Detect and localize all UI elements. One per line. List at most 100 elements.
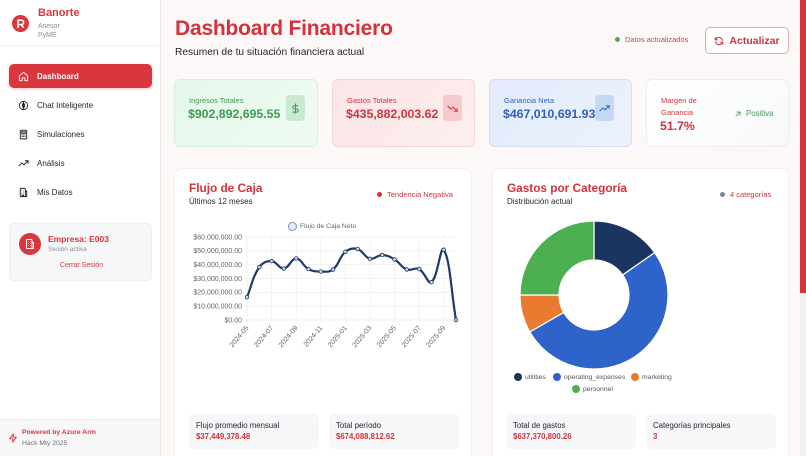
scrollbar[interactable] <box>800 0 806 456</box>
total-expenses-label: Total de gastos <box>513 421 566 430</box>
sidebar-item-analisis[interactable]: Análisis <box>9 151 152 175</box>
total-period-value: $674,088,812.62 <box>336 432 395 441</box>
brand-segment: PyME <box>38 32 57 39</box>
legend-swatch-icon <box>572 385 580 393</box>
positive-badge: Positiva <box>734 109 773 118</box>
sidebar-item-dashboard[interactable]: Dashboard <box>9 64 152 88</box>
legend-swatch-icon <box>514 373 522 381</box>
page-subtitle: Resumen de tu situación financiera actua… <box>175 47 365 58</box>
sidebar-item-label: Simulaciones <box>37 129 85 139</box>
data-status: Datos actualizados <box>615 35 688 44</box>
avg-flow-box: Flujo promedio mensual $37,449,378.48 <box>189 414 319 449</box>
card-title: Gastos por Categoría <box>507 181 627 195</box>
svg-text:2025-05: 2025-05 <box>376 325 398 349</box>
cashflow-line-chart: $0.00 $10,000,000.00 $20,000,000.00 $30,000… <box>193 234 459 349</box>
banorte-logo-icon <box>12 15 29 32</box>
main-categories-value: 3 <box>653 432 658 441</box>
stat-value: $467,010,691.93 <box>503 107 596 121</box>
company-name: Empresa: E003 <box>48 234 109 244</box>
svg-text:2024-11: 2024-11 <box>303 325 325 349</box>
svg-text:$60,000,000.00: $60,000,000.00 <box>193 234 242 241</box>
total-expenses-box: Total de gastos $637,370,800.26 <box>506 414 636 449</box>
sidebar-item-label: Análisis <box>37 158 65 168</box>
company-card: Empresa: E003 Sesión activa Cerrar Sesió… <box>9 223 152 281</box>
trend-badge: Tendencia Negativa <box>377 190 453 199</box>
legend-label: marketing <box>642 373 672 381</box>
donut-segment-operating_expenses[interactable] <box>529 251 669 370</box>
stat-card-expenses: Gastos Totales $435,882,003.62 <box>332 79 475 147</box>
stat-card-margin: Margen de Ganancia 51.7% Positiva <box>646 79 789 147</box>
status-text: Datos actualizados <box>625 35 689 44</box>
dollar-icon <box>286 95 305 121</box>
legend-marker-icon <box>288 222 297 231</box>
total-period-label: Total período <box>336 421 382 430</box>
expenses-donut-chart <box>519 220 669 370</box>
powered-by: Powered by Azure Arm <box>22 429 96 436</box>
brand-name: Banorte <box>38 7 80 19</box>
brand-role: Asesor <box>38 23 60 30</box>
cashflow-card: Flujo de Caja Últimos 12 meses Tendencia… <box>174 168 472 456</box>
card-title: Flujo de Caja <box>189 181 263 195</box>
brain-icon <box>18 100 29 110</box>
badge-text: Positiva <box>746 109 774 118</box>
refresh-button[interactable]: Actualizar <box>705 27 789 54</box>
stat-label: Ganancia Neta <box>504 96 555 105</box>
donut-segment-personnel[interactable] <box>519 220 595 296</box>
trending-up-icon <box>595 95 614 121</box>
sidebar-item-chat[interactable]: Chat Inteligente <box>9 93 152 117</box>
sidebar-item-label: Chat Inteligente <box>37 100 94 110</box>
legend-item-utilities[interactable]: utilities <box>514 373 546 381</box>
refresh-label: Actualizar <box>729 34 780 47</box>
page-title: Dashboard Financiero <box>175 17 393 40</box>
arrow-up-right-icon <box>735 111 741 116</box>
svg-text:$0.00: $0.00 <box>224 317 242 324</box>
refresh-icon <box>715 36 724 45</box>
svg-text:2024-09: 2024-09 <box>278 325 300 349</box>
category-count: 4 categorías <box>730 190 772 199</box>
total-expenses-value: $637,370,800.26 <box>513 432 572 441</box>
sidebar-item-label: Mis Datos <box>37 187 73 197</box>
legend-label: personnel <box>583 385 613 393</box>
stat-value: $902,892,695.55 <box>188 107 281 121</box>
total-period-box: Total período $674,088,812.62 <box>329 414 459 449</box>
svg-text:$50,000,000.00: $50,000,000.00 <box>193 248 242 255</box>
stat-label: Gastos Totales <box>347 96 397 105</box>
svg-text:2025-03: 2025-03 <box>352 325 374 349</box>
sidebar-item-label: Dashboard <box>37 71 79 81</box>
legend-item-personnel[interactable]: personnel <box>572 385 613 393</box>
legend-label: utilities <box>525 373 546 381</box>
stat-label: Ingresos Totales <box>189 96 244 105</box>
divider <box>0 45 160 46</box>
trending-up-icon <box>18 159 29 166</box>
legend-item-operating-expenses[interactable]: operating_expenses <box>553 373 625 381</box>
main-categories-label: Categorías principales <box>653 421 731 430</box>
stat-value: $435,882,003.62 <box>346 107 439 121</box>
sidebar-item-simulaciones[interactable]: Simulaciones <box>9 122 152 146</box>
scrollbar-thumb[interactable] <box>800 0 806 293</box>
legend-swatch-icon <box>631 373 639 381</box>
svg-text:2025-07: 2025-07 <box>401 325 423 349</box>
card-subtitle: Distribución actual <box>507 197 573 206</box>
calculator-icon <box>19 129 28 139</box>
session-status: Sesión activa <box>48 246 87 253</box>
logout-button[interactable]: Cerrar Sesión <box>59 262 104 269</box>
stat-value: 51.7% <box>660 119 695 133</box>
svg-text:$30,000,000.00: $30,000,000.00 <box>193 276 242 283</box>
trend-text: Tendencia Negativa <box>387 190 453 199</box>
stat-label: Margen de Ganancia <box>661 96 697 117</box>
home-icon <box>18 71 29 81</box>
avg-flow-value: $37,449,378.48 <box>196 432 251 441</box>
building-icon <box>19 187 28 197</box>
svg-text:$10,000,000.00: $10,000,000.00 <box>193 304 242 311</box>
legend-item-marketing[interactable]: marketing <box>631 373 672 381</box>
status-dot-icon <box>615 37 620 42</box>
sidebar-item-mis-datos[interactable]: Mis Datos <box>9 180 152 204</box>
svg-text:$40,000,000.00: $40,000,000.00 <box>193 262 242 269</box>
line-chart-legend[interactable]: Flujo de Caja Neto <box>288 222 356 231</box>
legend-swatch-icon <box>553 373 561 381</box>
svg-text:2024-07: 2024-07 <box>253 325 275 349</box>
svg-text:2025-09: 2025-09 <box>425 325 447 349</box>
svg-text:$20,000,000.00: $20,000,000.00 <box>193 290 242 297</box>
count-dot-icon <box>720 192 725 197</box>
legend-label: operating_expenses <box>564 373 626 381</box>
